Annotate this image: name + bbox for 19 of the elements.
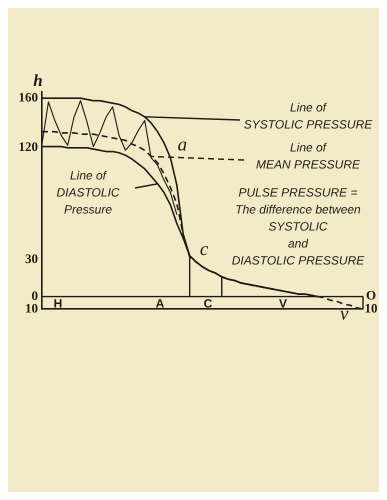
annotation: PULSE PRESSURE = The difference between SYSTOLIC and DIASTOLIC PRESSURE bbox=[232, 185, 366, 268]
annotation: Line of SYSTOLIC PRESSURE bbox=[244, 100, 374, 132]
y-tick-label: 120 bbox=[18, 139, 38, 154]
y-tick-label: 0 bbox=[32, 288, 38, 303]
text: O bbox=[366, 287, 376, 302]
annotation: v bbox=[340, 303, 349, 324]
y-axis-title: h bbox=[33, 70, 43, 90]
annotation: V bbox=[278, 296, 288, 310]
annotation: H bbox=[54, 296, 62, 310]
y-tick-label: 30 bbox=[25, 250, 38, 266]
annotation: a bbox=[178, 134, 188, 156]
text: 10 bbox=[364, 300, 378, 316]
y-tick-label: 160 bbox=[18, 90, 38, 105]
annotation: Line of MEAN PRESSURE bbox=[256, 140, 361, 172]
annotation: Line of DIASTOLIC Pressure bbox=[56, 168, 120, 216]
annotation: A bbox=[156, 296, 165, 310]
annotation: c bbox=[200, 238, 209, 260]
y-tick-label: 10 bbox=[25, 300, 38, 316]
annotation: C bbox=[204, 296, 213, 310]
